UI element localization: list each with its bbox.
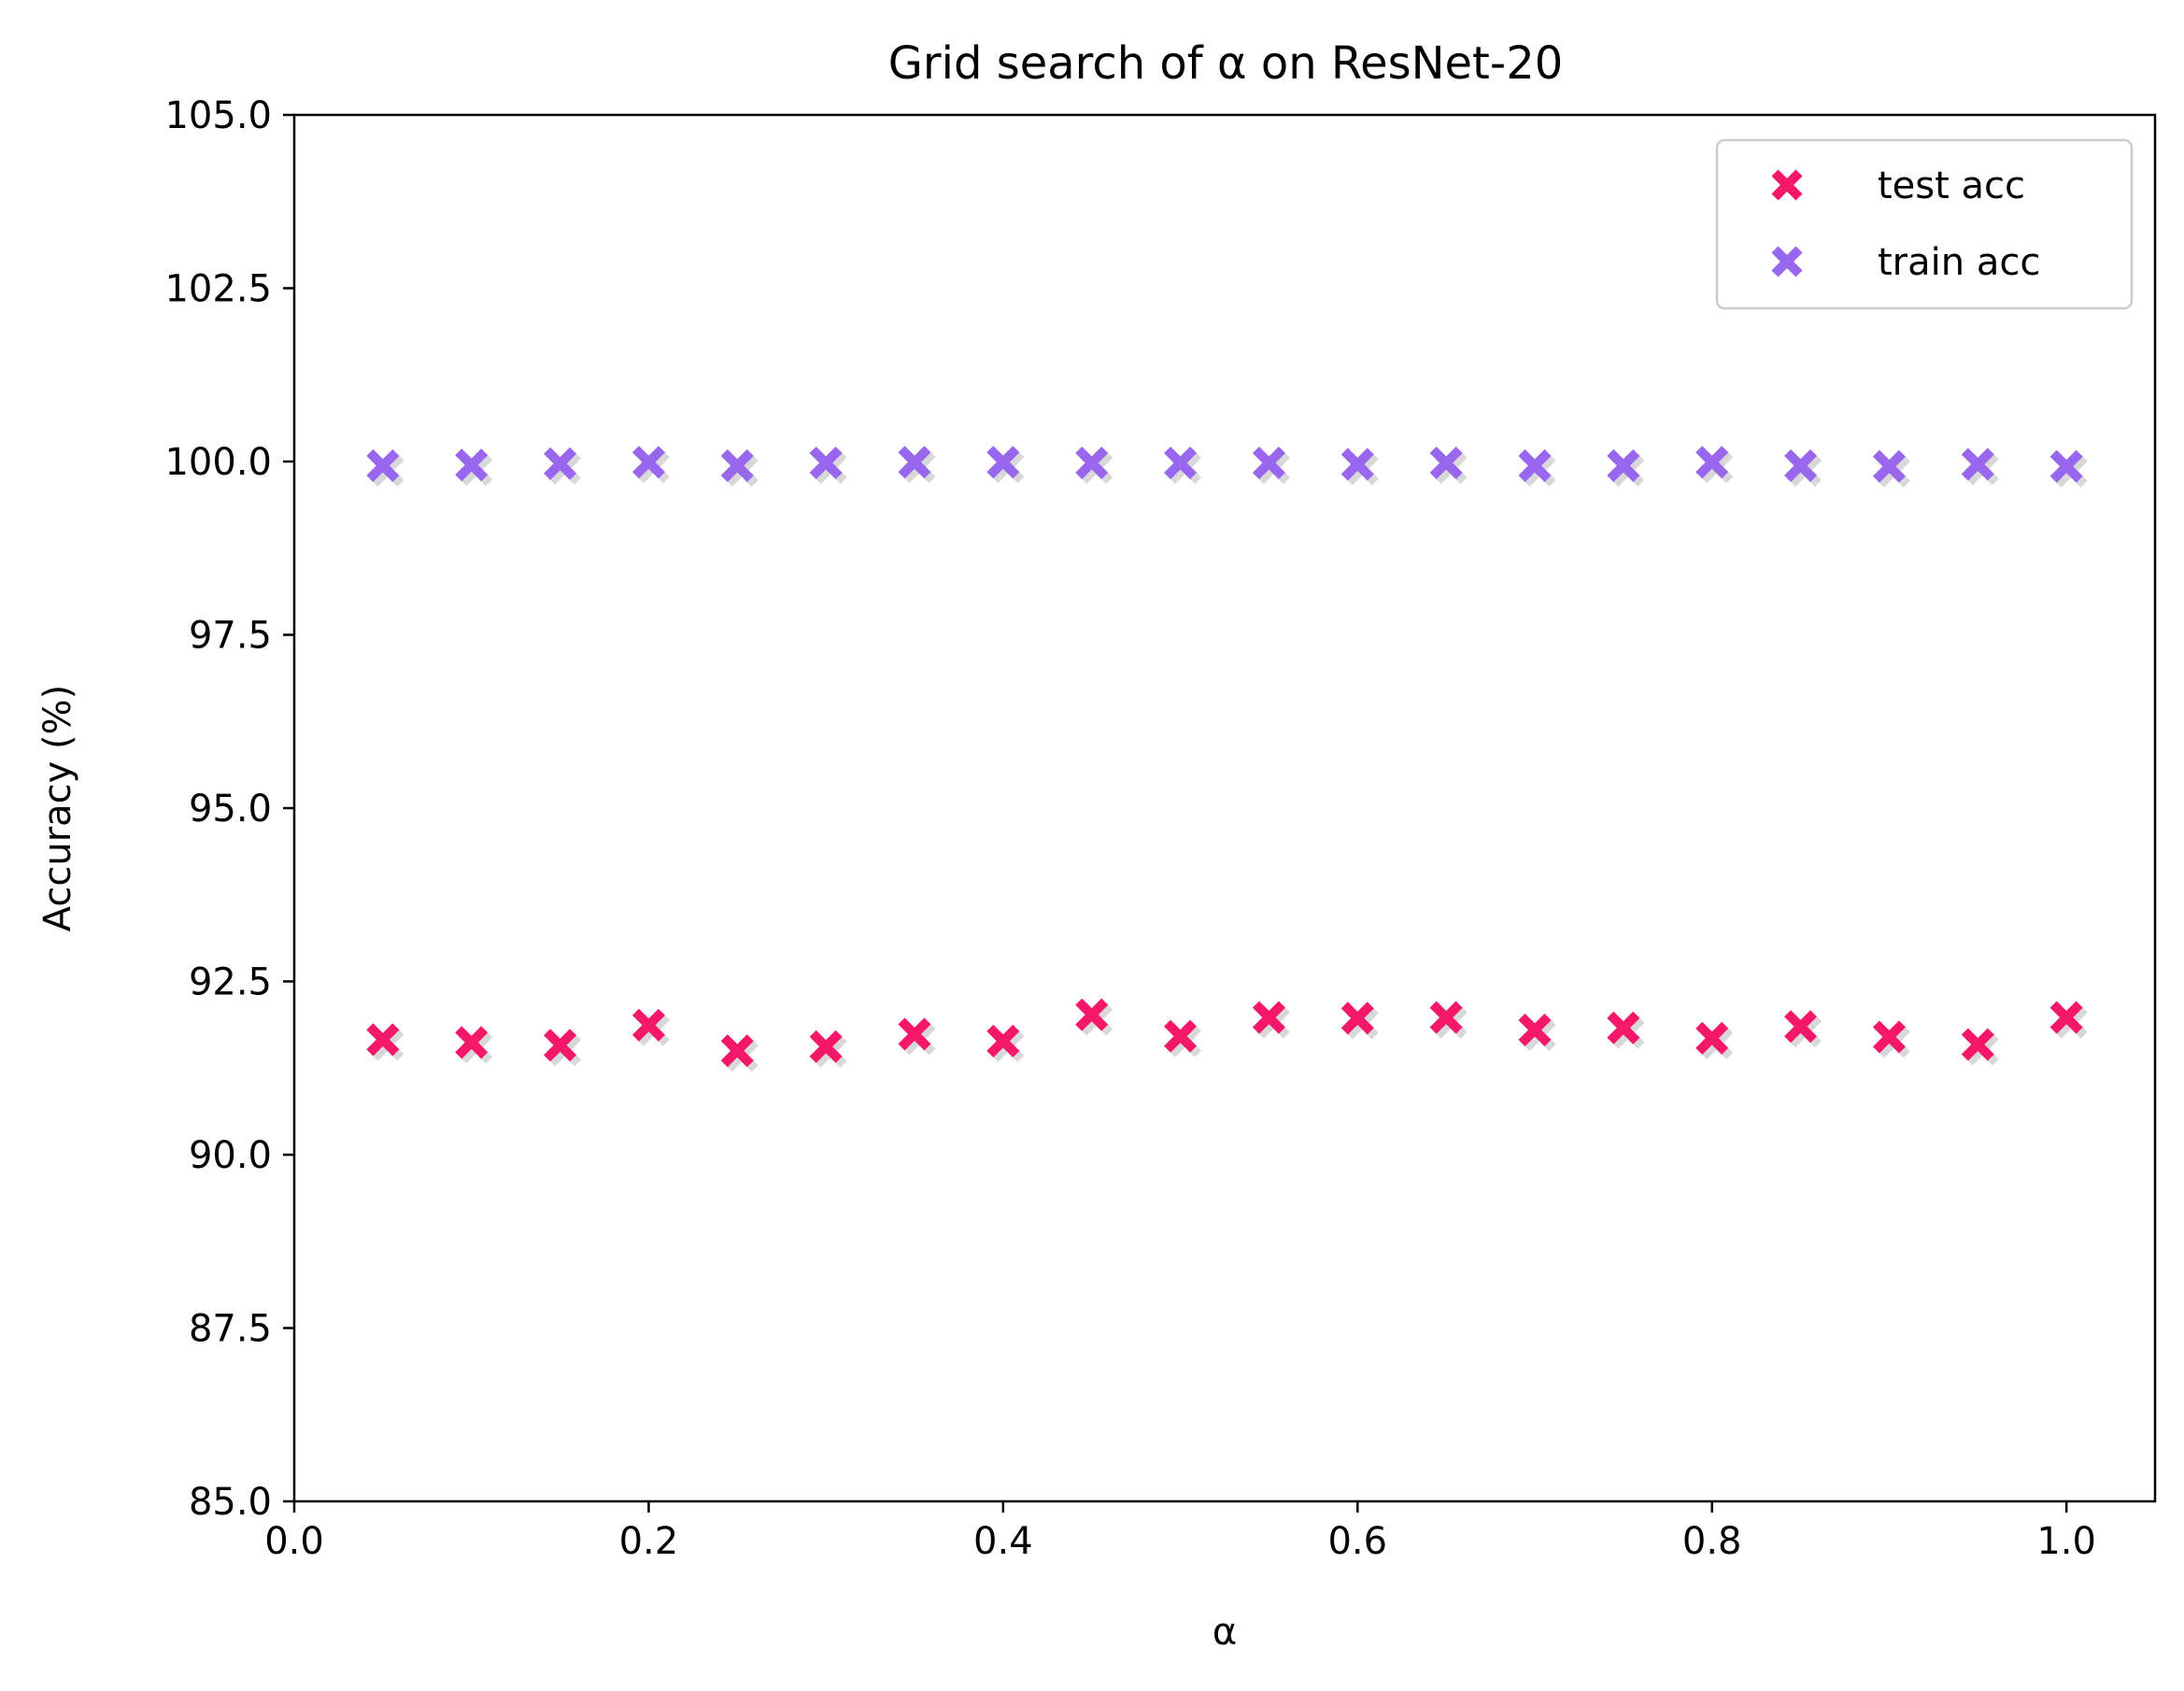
legend-label: test acc [1878,164,2025,207]
data-point [1961,1028,1994,1061]
y-axis-title: Accuracy (%) [36,685,79,932]
y-tick-label: 90.0 [189,1134,272,1177]
y-tick-label: 100.0 [164,441,272,484]
data-point [1340,1002,1374,1035]
plot-area [366,446,2088,1073]
data-point [1872,1020,1906,1054]
data-point [1607,1011,1640,1044]
x-axis: 0.0 0.2 0.4 0.6 0.8 1.0 [264,1501,2096,1563]
legend-label: train acc [1878,241,2040,284]
data-point [1518,1013,1552,1046]
data-point [1607,448,1640,482]
data-point [544,1029,577,1062]
data-point [720,448,754,482]
data-point [898,446,931,479]
data-point [631,1008,665,1042]
data-point [1695,446,1729,479]
data-point [898,1017,931,1051]
x-tick-label: 0.8 [1682,1520,1742,1563]
data-point [1961,448,1994,481]
x-tick-label: 0.2 [619,1520,679,1563]
x-tick-label: 0.0 [264,1520,324,1563]
data-point [1518,448,1552,482]
data-point [455,1026,489,1059]
y-tick-label: 85.0 [189,1481,272,1524]
series-train-acc [366,446,2088,488]
y-tick-label: 92.5 [189,961,272,1004]
data-point [631,446,665,479]
data-point [1164,446,1198,480]
y-tick-label: 95.0 [189,788,272,831]
y-tick-label: 105.0 [164,94,272,137]
data-point [366,1023,400,1057]
data-point [809,1030,843,1063]
data-point [1252,1001,1285,1034]
data-point [1429,1001,1463,1034]
data-point [1075,998,1109,1031]
x-tick-label: 1.0 [2036,1520,2096,1563]
x-tick-label: 0.4 [973,1520,1033,1563]
data-point [1695,1021,1729,1055]
series-test-acc [366,998,2088,1073]
data-point [366,448,400,482]
legend-marker [1771,169,1803,201]
data-point [1784,1010,1818,1044]
data-point [2049,1001,2083,1034]
y-tick-label: 87.5 [189,1308,272,1351]
plot-frame [292,113,2157,1503]
y-tick-label: 102.5 [164,268,272,311]
data-point [544,447,577,480]
data-point [455,448,489,482]
data-point [2049,449,2083,483]
x-tick-label: 0.6 [1327,1520,1387,1563]
legend-marker [1771,246,1803,277]
data-point [1075,446,1109,480]
data-point [1429,446,1463,480]
data-point [1784,448,1818,482]
data-point [1340,448,1374,481]
data-point [986,1024,1020,1058]
data-point [720,1034,754,1068]
data-point [986,446,1020,479]
legend-box [1715,138,2134,310]
chart-title: Grid search of α on ResNet-20 [888,37,1564,90]
data-point [1252,446,1285,480]
data-point [1872,449,1906,483]
data-point [1164,1019,1198,1053]
y-axis: 85.0 87.5 90.0 92.5 95.0 97.5 100.0 102.5 105.0 [164,94,294,1524]
y-tick-label: 97.5 [189,615,272,658]
data-point [809,446,843,480]
x-axis-title: α [1213,1611,1237,1654]
legend: test acc train acc [1715,138,2134,310]
